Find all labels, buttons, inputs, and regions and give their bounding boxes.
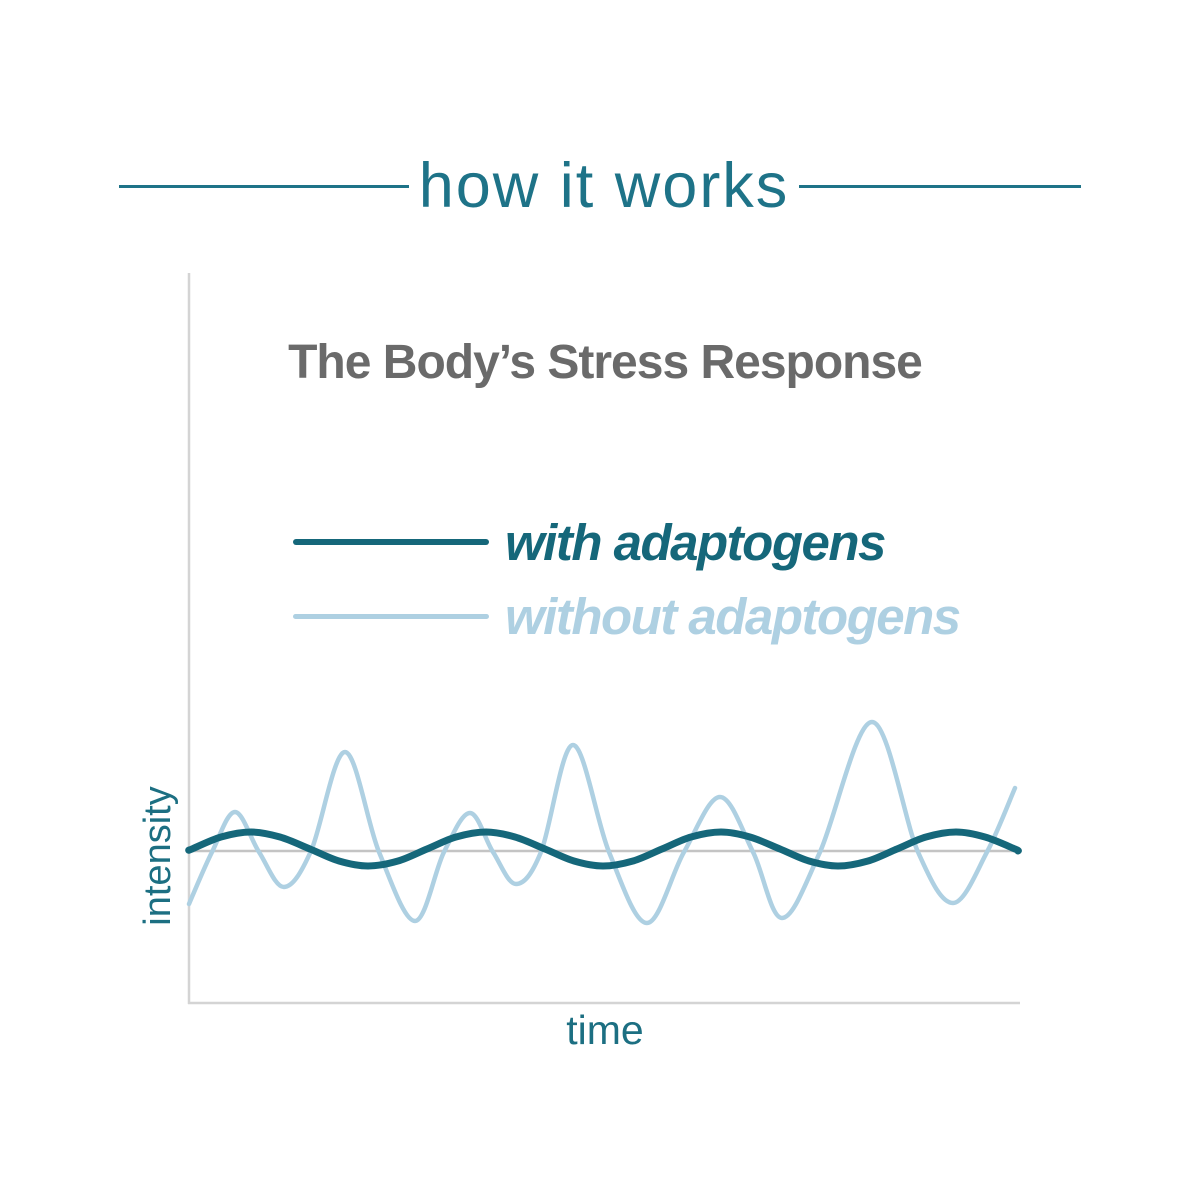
legend-item-without-adaptogens: without adaptogens: [293, 579, 961, 653]
legend-item-with-adaptogens: with adaptogens: [293, 505, 960, 579]
header-band: how it works: [0, 148, 1200, 224]
page-title: how it works: [418, 150, 790, 221]
wave-with-adaptogens: [185, 828, 1022, 870]
legend-line-with-adaptogens: [293, 539, 489, 545]
chart-title: The Body’s Stress Response: [288, 336, 923, 389]
header-rule-left: [118, 184, 409, 188]
legend-label-with-adaptogens: with adaptogens: [505, 513, 886, 571]
chart-legend: with adaptogens without adaptogens: [293, 505, 961, 653]
wave-without-adaptogens: [186, 719, 1018, 926]
legend-label-without-adaptogens: without adaptogens: [505, 587, 961, 645]
header-rule-right: [799, 184, 1082, 188]
legend-line-without-adaptogens: [293, 613, 489, 619]
x-axis-label: time: [566, 1007, 644, 1053]
